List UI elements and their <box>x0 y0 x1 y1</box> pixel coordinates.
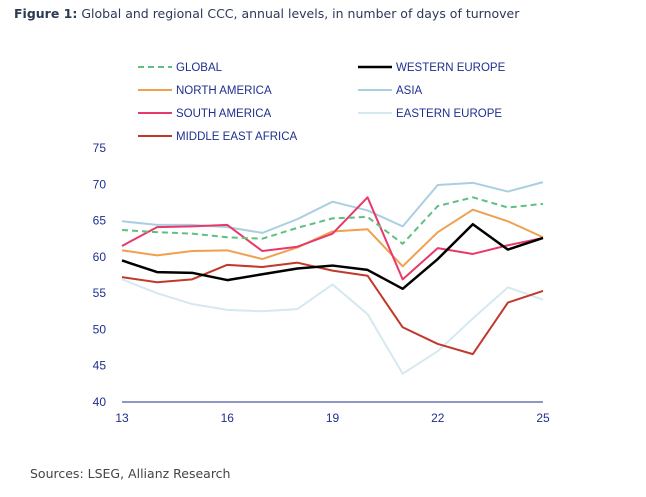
legend-label-south-america: SOUTH AMERICA <box>176 108 272 120</box>
series-line-middle-east-africa <box>121 261 544 356</box>
x-tick-label: 16 <box>221 411 235 425</box>
source-note: Sources: LSEG, Allianz Research <box>30 466 231 481</box>
legend-label-eastern-europe: EASTERN EUROPE <box>396 108 502 120</box>
x-tick-label: 13 <box>115 411 129 425</box>
x-tick-label: 19 <box>326 411 340 425</box>
y-tick-label: 45 <box>93 359 107 373</box>
figure-label: Figure 1: <box>14 6 78 21</box>
x-tick-label: 22 <box>431 411 445 425</box>
y-tick-label: 70 <box>93 177 107 191</box>
x-axis: 13 16 19 22 25 <box>115 401 550 425</box>
legend-label-global: GLOBAL <box>176 62 223 74</box>
x-tick-label: 25 <box>536 411 550 425</box>
series-line-western-europe <box>121 222 544 291</box>
figure-title: Figure 1: Global and regional CCC, annua… <box>14 6 519 21</box>
legend-label-asia: ASIA <box>396 85 423 97</box>
series-line-eastern-europe <box>121 278 544 375</box>
figure-title-text: Global and regional CCC, annual levels, … <box>81 6 520 21</box>
series-line-global <box>121 196 544 245</box>
y-tick-label: 65 <box>93 214 107 228</box>
y-axis: 40 45 50 55 60 65 70 75 <box>93 141 107 409</box>
series-line-south-america <box>121 196 544 281</box>
y-tick-label: 75 <box>93 141 107 155</box>
series-line-asia <box>121 181 544 234</box>
legend-label-middle-east-africa: MIDDLE EAST AFRICA <box>176 131 298 143</box>
series-line-north-america <box>121 208 544 268</box>
chart-legend: GLOBAL WESTERN EUROPE NORTH AMERICA ASIA SOU… <box>138 62 506 143</box>
chart-series <box>121 181 544 375</box>
legend-label-western-europe: WESTERN EUROPE <box>396 62 506 74</box>
y-tick-label: 50 <box>93 322 107 336</box>
y-tick-label: 40 <box>93 395 107 409</box>
y-tick-label: 60 <box>93 250 107 264</box>
legend-label-north-america: NORTH AMERICA <box>176 85 272 97</box>
y-tick-label: 55 <box>93 286 107 300</box>
